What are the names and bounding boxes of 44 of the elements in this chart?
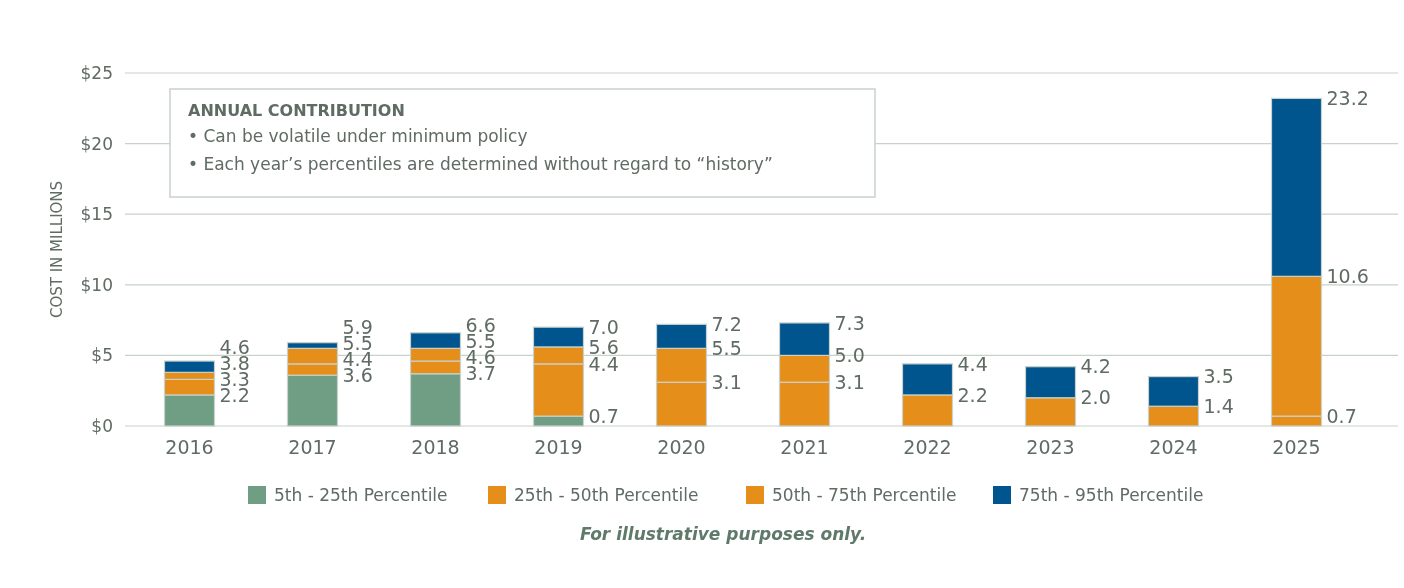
annotation: 0.7 <box>1326 404 1357 427</box>
annotation: 1.4 <box>1203 394 1234 417</box>
y-tick-label: $15 <box>80 204 113 225</box>
annotation: 23.2 <box>1326 87 1369 110</box>
annotation: 7.3 <box>834 311 865 334</box>
x-tick-label: 2023 <box>1026 436 1075 458</box>
x-tick-label: 2021 <box>780 436 829 458</box>
y-axis-title: COST IN MILLIONS <box>48 180 66 319</box>
x-tick-label: 2016 <box>165 436 214 458</box>
annotation: 5.0 <box>834 344 865 367</box>
annotation: 3.1 <box>834 370 865 393</box>
annotation: 10.6 <box>1326 264 1369 287</box>
legend-label: 50th - 75th Percentile <box>772 484 957 505</box>
annotation: 2.0 <box>1080 386 1111 409</box>
x-tick-label: 2017 <box>288 436 337 458</box>
annotation: 4.2 <box>1080 355 1111 378</box>
annotation: 2.2 <box>957 383 988 406</box>
annotation: 4.4 <box>957 352 988 375</box>
x-tick-label: 2018 <box>411 436 460 458</box>
annotation: • Can be volatile under minimum policy <box>188 126 528 146</box>
x-tick-label: 2022 <box>903 436 952 458</box>
annotation: 7.2 <box>711 312 742 335</box>
annotation: 5.6 <box>588 335 619 358</box>
y-tick-label: $20 <box>80 133 113 154</box>
legend-label: 5th - 25th Percentile <box>274 484 448 505</box>
y-tick-label: $25 <box>80 62 113 83</box>
x-tick-label: 2020 <box>657 436 706 458</box>
annotation: 3.1 <box>711 370 742 393</box>
annotation: • Each year’s percentiles are determined without regard to “history” <box>188 154 773 174</box>
annotation: 7.0 <box>588 315 619 338</box>
annotation: ANNUAL CONTRIBUTION <box>188 101 405 120</box>
text: For illustrative purposes only. <box>579 524 867 544</box>
note-box: ANNUAL CONTRIBUTION • Can be volatile under minimum policy • Each year’s percentiles are determined without regard to “history” <box>169 88 876 198</box>
x-tick-label: 2024 <box>1149 436 1198 458</box>
x-tick-label: 2025 <box>1272 436 1321 458</box>
legend-label: 75th - 95th Percentile <box>1019 484 1204 505</box>
y-tick-label: $10 <box>80 274 113 295</box>
annotation: 5.5 <box>711 336 742 359</box>
y-tick-label: $0 <box>91 415 113 436</box>
y-tick-label: $5 <box>91 345 113 366</box>
annotation: 0.7 <box>588 404 619 427</box>
annotation: 3.5 <box>1203 365 1234 388</box>
legend-label: 25th - 50th Percentile <box>514 484 699 505</box>
x-tick-label: 2019 <box>534 436 583 458</box>
